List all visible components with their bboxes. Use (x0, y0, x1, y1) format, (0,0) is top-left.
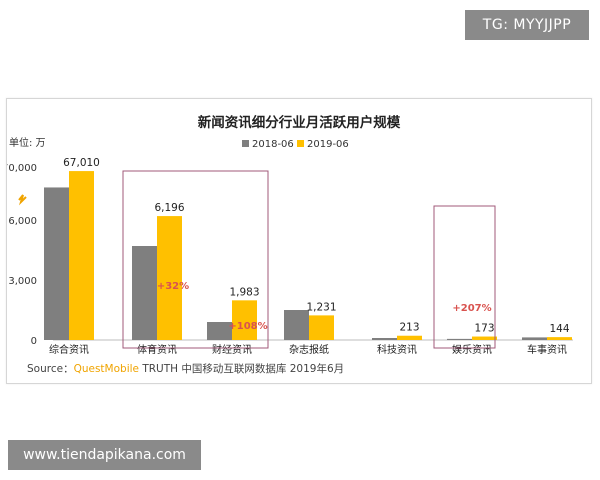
data-label-财经资讯: 1,983 (229, 286, 259, 298)
x-tick-杂志报纸: 杂志报纸 (289, 343, 329, 356)
axis-break-icon (18, 194, 27, 206)
bar-2019-06-体育资讯 (157, 216, 182, 340)
data-label-车事资讯: 144 (549, 323, 569, 335)
x-tick-娱乐资讯: 娱乐资讯 (452, 343, 492, 356)
data-label-综合资讯: 67,010 (63, 157, 100, 169)
chart-card: 新闻资讯细分行业月活跃用户规模 2018-06 2019-06 单位: 万 0 3,000… (6, 98, 592, 384)
x-tick-科技资讯: 科技资讯 (377, 343, 417, 356)
source-prefix: Source： (27, 363, 74, 375)
bar-2018-06-体育资讯 (132, 246, 157, 340)
bar-2019-06-车事资讯 (547, 337, 572, 340)
x-tick-车事资讯: 车事资讯 (527, 343, 567, 356)
x-tick-综合资讯: 综合资讯 (49, 343, 89, 356)
unit-label: 单位: 万 (9, 136, 46, 149)
chart-svg: 新闻资讯细分行业月活跃用户规模 2018-06 2019-06 单位: 万 0 3,000… (7, 114, 573, 356)
bar-2019-06-娱乐资讯 (472, 336, 497, 340)
data-label-科技资讯: 213 (399, 322, 419, 334)
highlight-box-entertainment (433, 205, 496, 349)
bar-2018-06-综合资讯 (44, 187, 69, 340)
x-tick-财经资讯: 财经资讯 (212, 343, 252, 356)
legend-label-2018-06: 2018-06 (252, 139, 294, 150)
y-tick-6,000: 6,000 (8, 216, 37, 227)
highlight-box-sports-finance (122, 170, 269, 349)
bar-2018-06-科技资讯 (372, 338, 397, 340)
legend-label-2019-06: 2019-06 (307, 139, 349, 150)
bar-2018-06-车事资讯 (522, 337, 547, 340)
x-tick-体育资讯: 体育资讯 (137, 343, 177, 356)
bar-2018-06-娱乐资讯 (447, 338, 472, 340)
watermark-tag: TG: MYYJJPP (465, 10, 589, 40)
bar-2019-06-科技资讯 (397, 335, 422, 340)
y-tick-3,000: 3,000 (8, 276, 37, 287)
source-note: Source：QuestMobile TRUTH 中国移动互联网数据库 2019… (27, 361, 344, 376)
growth-label-体育资讯: +32% (157, 281, 189, 292)
bar-2019-06-杂志报纸 (309, 315, 334, 340)
bar-2019-06-综合资讯 (69, 171, 94, 340)
growth-label-财经资讯: +108% (228, 321, 267, 332)
data-label-娱乐资讯: 173 (474, 323, 494, 335)
legend-swatch-2019-06 (297, 140, 304, 147)
legend-swatch-2018-06 (242, 140, 249, 147)
source-brand: QuestMobile (73, 363, 139, 375)
bar-2018-06-杂志报纸 (284, 310, 309, 340)
growth-label-娱乐资讯: +207% (452, 303, 491, 314)
chart-title: 新闻资讯细分行业月活跃用户规模 (198, 114, 401, 131)
source-text: TRUTH 中国移动互联网数据库 2019年6月 (139, 363, 345, 375)
data-label-体育资讯: 6,196 (154, 202, 184, 214)
y-tick-0: 0 (31, 336, 37, 347)
data-label-杂志报纸: 1,231 (306, 301, 336, 313)
bar-2018-06-财经资讯 (207, 322, 232, 340)
bar-2019-06-财经资讯 (232, 300, 257, 340)
y-tick-70,000: 70,000 (7, 163, 37, 174)
site-label[interactable]: www.tiendapikana.com (8, 440, 201, 470)
